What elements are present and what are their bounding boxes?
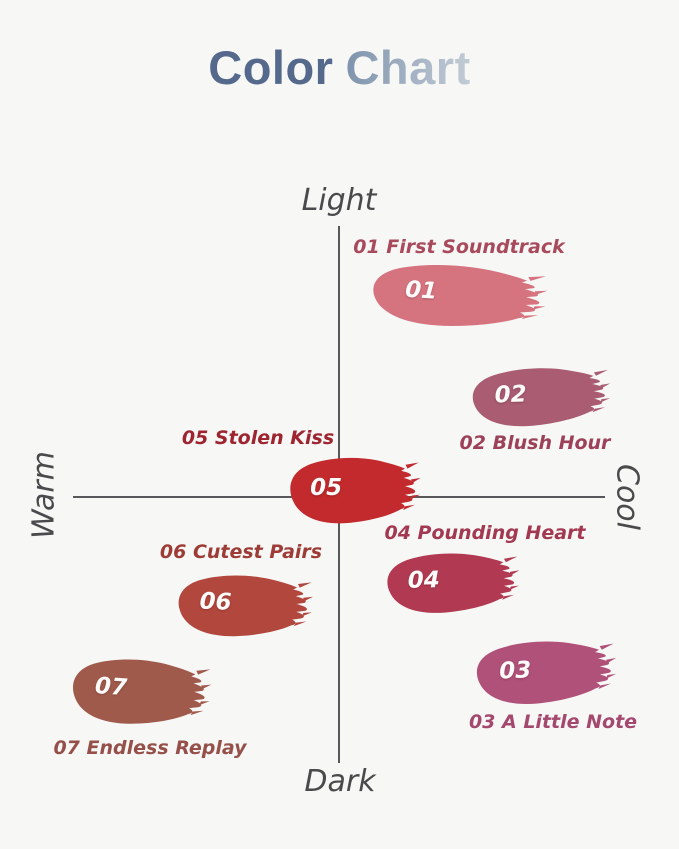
axis-label-warm: Warm [26,451,62,539]
title-word-chart: Chart [345,41,471,94]
paint-smear-icon [475,639,618,706]
swatch-01-first-soundtrack: 01 [360,256,549,337]
paint-smear-icon [386,552,521,614]
swatch-label-04: 04 Pounding Heart [384,522,586,544]
swatch-label-07: 07 Endless Replay [53,737,247,759]
swatch-03-a-little-note: 03 [467,635,618,709]
swatch-number: 04 [407,567,440,595]
swatch-07-endless-replay: 07 [62,651,213,733]
swatch-label-03: 03 A Little Note [468,711,638,733]
swatch-05-stolen-kiss: 05 [282,454,421,527]
swatch-number: 06 [199,588,233,616]
axis-label-light: Light [301,183,377,218]
swatch-02-blush-hour: 02 [463,362,612,431]
title-word-color: Color [208,41,334,94]
page-title: Color Chart [0,40,679,95]
swatch-label-01: 01 First Soundtrack [353,236,565,258]
swatch-label-06: 06 Cutest Pairs [159,541,323,563]
paint-smear-icon [177,573,314,640]
paint-smear-icon [290,457,421,524]
swatch-06-cutest-pairs: 06 [169,570,314,643]
swatch-number: 02 [494,381,528,409]
swatch-number: 07 [94,673,128,702]
swatch-number: 05 [310,474,343,501]
swatch-label-05: 05 Stolen Kiss [181,427,335,449]
paint-smear-icon [471,365,612,429]
axis-label-dark: Dark [304,764,376,799]
paint-smear-icon [371,260,549,333]
swatch-04-pounding-heart: 04 [378,549,521,617]
swatch-number: 01 [404,276,439,306]
paint-smear-icon [70,655,213,730]
swatch-number: 03 [498,657,532,685]
swatch-label-02: 02 Blush Hour [459,432,611,454]
axis-label-cool: Cool [609,464,645,530]
